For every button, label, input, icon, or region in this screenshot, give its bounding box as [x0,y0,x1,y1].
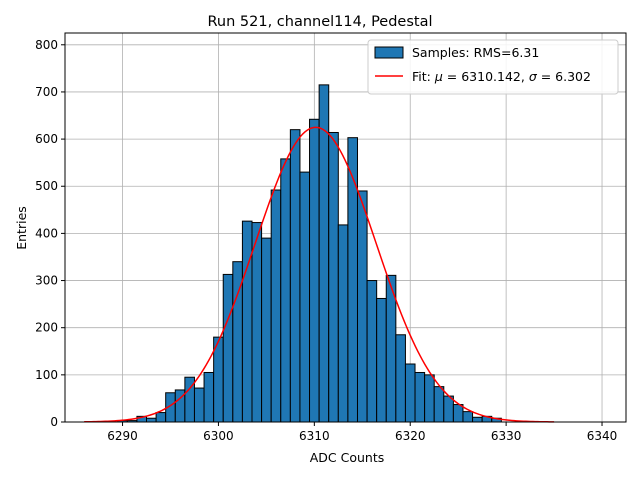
histogram-bar [270,189,282,423]
histogram-bar [443,395,454,423]
histogram-bar [328,131,339,423]
y-tick-label: 300 [35,274,58,288]
gaussian-fit-curve [84,126,555,423]
histogram-bar [203,371,215,423]
y-axis-ticks: 0 100 200 300 400 500 600 700 800 [35,38,65,429]
y-tick-label: 700 [35,85,58,99]
histogram-bar [356,190,368,423]
legend-samples-label: Samples: RMS=6.31 [412,45,539,60]
y-tick-label: 100 [35,368,58,382]
x-tick-label: 6290 [107,429,138,443]
legend: Samples: RMS=6.31 Fit: μ = 6310.142, σ =… [367,39,619,95]
histogram-bar [299,171,311,423]
histogram-bar [261,237,272,423]
histogram-bar [376,297,387,423]
y-tick-label: 400 [35,226,58,240]
x-tick-label: 6320 [395,429,426,443]
histogram-bar [433,386,445,423]
histogram-bar [472,416,483,423]
y-tick-label: 200 [35,321,58,335]
histogram-bar [280,158,291,423]
legend-fit-label: Fit: μ = 6310.142, σ = 6.302 [412,69,591,84]
histogram-bar [462,411,474,423]
histogram-bar [424,374,435,423]
legend-bar-swatch [374,46,404,59]
histogram-bar [155,412,167,423]
histogram-bar [395,334,406,423]
chart-title: Run 521, channel114, Pedestal [207,14,432,30]
y-axis-label: Entries [14,206,29,250]
y-tick-label: 600 [35,132,58,146]
histogram-bar [146,417,157,423]
x-axis-ticks: 6290 6300 6310 6320 6330 6340 [107,422,617,443]
histogram-bar [337,224,349,423]
histogram-bar [289,129,301,423]
x-tick-label: 6340 [587,429,618,443]
x-tick-label: 6310 [299,429,330,443]
x-tick-label: 6330 [491,429,522,443]
histogram-bar [193,387,205,423]
histogram-bar [452,404,464,423]
histogram-bar [309,118,320,423]
histogram-bar [404,363,416,423]
histogram-bar [347,137,358,423]
histogram-bar [414,371,426,423]
y-tick-label: 500 [35,179,58,193]
histogram-bar [251,222,263,423]
y-tick-label: 0 [50,415,58,429]
histogram-bar [241,220,253,423]
y-tick-label: 800 [35,38,58,52]
histogram-bars [117,84,502,423]
x-axis-label: ADC Counts [310,450,385,465]
plot-frame [64,32,627,423]
histogram-bar [222,273,234,423]
histogram-bar [366,280,378,423]
legend-box [367,39,619,95]
histogram-bar [318,84,330,423]
x-tick-label: 6300 [203,429,234,443]
